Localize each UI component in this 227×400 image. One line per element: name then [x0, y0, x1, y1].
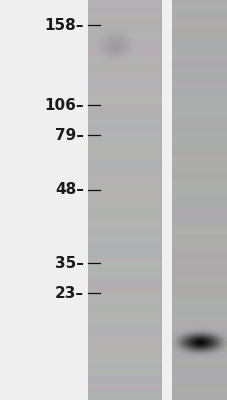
Text: 23–: 23–: [55, 286, 84, 300]
Text: 48–: 48–: [55, 182, 84, 198]
Text: 79–: 79–: [55, 128, 84, 142]
Text: 35–: 35–: [55, 256, 84, 270]
Text: 158–: 158–: [44, 18, 84, 32]
Text: 106–: 106–: [44, 98, 84, 112]
